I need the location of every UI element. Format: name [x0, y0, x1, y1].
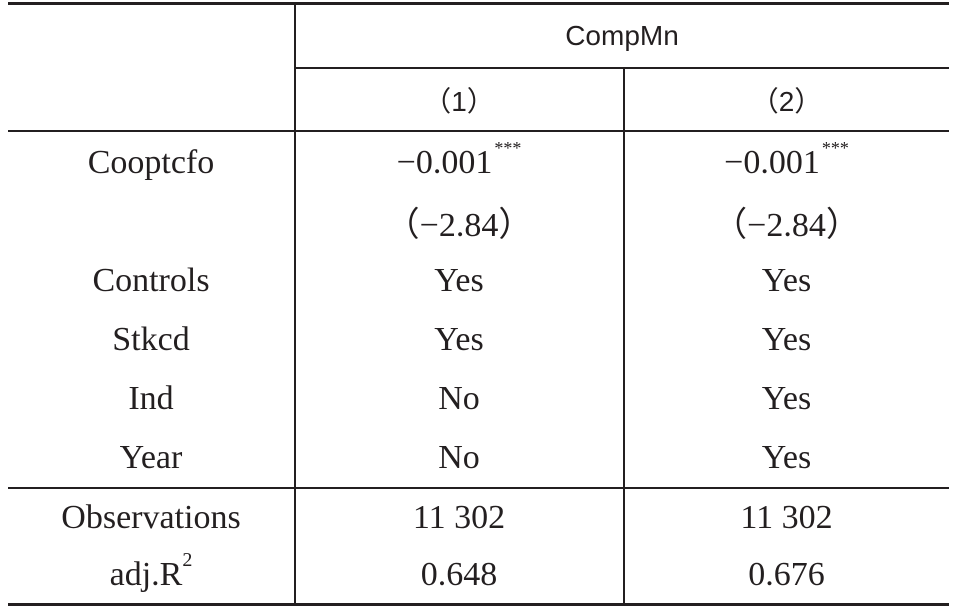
adj-r2-cell-1: 0.648 — [420, 555, 498, 593]
dependent-variable-header: CompMn — [565, 20, 679, 51]
table-cell: Yes — [761, 320, 812, 358]
row-label-ind: Ind — [128, 379, 174, 417]
bottom-rule — [8, 603, 949, 606]
row-label-controls: Controls — [92, 261, 210, 299]
t-stat-cell-1: （−2.84） — [385, 207, 533, 244]
top-rule — [8, 2, 949, 5]
coefficient-value: −0.001 — [724, 143, 820, 181]
row-label-observations: Observations — [61, 498, 241, 536]
coefficient-cell-1: −0.001 *** — [295, 133, 623, 192]
row-label-stkcd: Stkcd — [112, 320, 190, 358]
row-label-adj-r2: adj.R 2 — [8, 546, 294, 603]
coefficient-cell-2: −0.001 *** — [624, 133, 949, 192]
table-cell: Yes — [434, 320, 484, 358]
column-header-2: （2） — [750, 85, 823, 117]
table-cell: No — [438, 379, 480, 417]
coefficient-value: −0.001 — [396, 143, 493, 181]
observations-cell-2: 11 302 — [740, 498, 833, 536]
group-header-rule — [295, 67, 949, 69]
adj-r-label: adj.R — [109, 555, 183, 593]
column-header-1: （1） — [423, 85, 495, 117]
row-label-cooptcfo: Cooptcfo — [87, 143, 215, 181]
table-cell: Yes — [761, 261, 812, 299]
observations-cell-1: 11 302 — [412, 498, 506, 536]
superscript-2: 2 — [182, 549, 193, 571]
table-cell: Yes — [434, 261, 484, 299]
table-cell: Yes — [761, 379, 812, 417]
label-column-divider — [294, 4, 296, 604]
header-bottom-rule — [8, 130, 949, 132]
row-label-year: Year — [119, 438, 183, 476]
model-column-divider — [623, 68, 625, 604]
table-cell: No — [438, 438, 480, 476]
table-cell: Yes — [761, 438, 812, 476]
stats-separator-rule — [8, 487, 949, 489]
adj-r2-cell-2: 0.676 — [748, 555, 825, 593]
significance-stars: *** — [494, 138, 522, 158]
significance-stars: *** — [821, 138, 849, 158]
t-stat-cell-2: （−2.84） — [713, 207, 860, 244]
